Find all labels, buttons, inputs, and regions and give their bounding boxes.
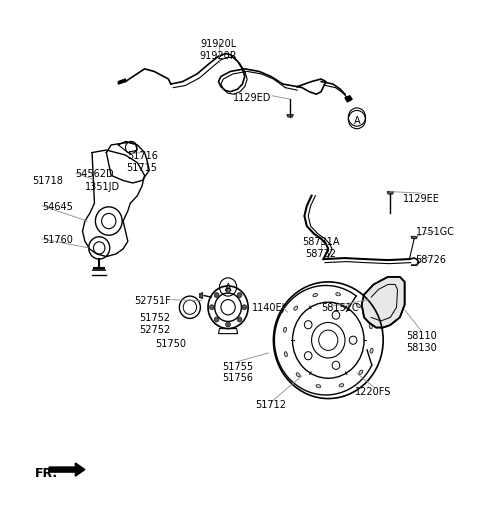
- Ellipse shape: [339, 384, 344, 387]
- Text: 51716
51715: 51716 51715: [127, 151, 157, 172]
- Text: 58151C: 58151C: [321, 303, 359, 313]
- Circle shape: [304, 321, 312, 329]
- Circle shape: [214, 317, 219, 322]
- Text: 54562D: 54562D: [75, 168, 114, 179]
- Text: 51752
52752: 51752 52752: [140, 313, 171, 334]
- Circle shape: [237, 317, 242, 322]
- Text: 1140EJ: 1140EJ: [252, 303, 285, 313]
- Text: 1129ED: 1129ED: [233, 93, 271, 102]
- Text: A: A: [354, 116, 360, 125]
- Text: 91920L
91920R: 91920L 91920R: [200, 39, 237, 61]
- Ellipse shape: [357, 304, 360, 308]
- Text: 58731A
58732: 58731A 58732: [302, 237, 340, 259]
- Ellipse shape: [313, 294, 317, 297]
- Ellipse shape: [359, 371, 363, 375]
- Text: A: A: [225, 282, 231, 292]
- Circle shape: [209, 305, 214, 310]
- Circle shape: [226, 322, 230, 327]
- Text: 1129EE: 1129EE: [403, 194, 440, 204]
- Ellipse shape: [370, 349, 373, 353]
- Polygon shape: [118, 80, 125, 85]
- Circle shape: [237, 293, 242, 298]
- Circle shape: [214, 293, 219, 298]
- Text: 51750: 51750: [156, 338, 186, 348]
- Ellipse shape: [284, 352, 288, 357]
- Circle shape: [226, 288, 230, 293]
- Text: 51760: 51760: [42, 234, 73, 244]
- Text: 1220FS: 1220FS: [355, 386, 392, 396]
- Text: 1351JD: 1351JD: [85, 181, 120, 191]
- Polygon shape: [49, 463, 85, 476]
- Polygon shape: [345, 97, 352, 103]
- Circle shape: [332, 312, 340, 320]
- Text: 54645: 54645: [42, 202, 73, 211]
- Ellipse shape: [369, 324, 372, 329]
- Circle shape: [349, 336, 357, 345]
- Polygon shape: [411, 237, 418, 239]
- Text: 58110
58130: 58110 58130: [406, 330, 437, 352]
- Text: 51755
51756: 51755 51756: [222, 361, 253, 382]
- Polygon shape: [362, 277, 405, 328]
- Ellipse shape: [296, 373, 300, 377]
- Text: 1751GC: 1751GC: [416, 227, 455, 237]
- Polygon shape: [199, 293, 203, 299]
- Ellipse shape: [294, 306, 298, 310]
- Text: 58726: 58726: [415, 254, 446, 265]
- Text: 51718: 51718: [33, 176, 63, 186]
- Polygon shape: [287, 115, 293, 118]
- Circle shape: [304, 352, 312, 360]
- Ellipse shape: [336, 293, 340, 296]
- Ellipse shape: [284, 328, 287, 332]
- Text: 52751F: 52751F: [134, 295, 171, 305]
- Ellipse shape: [316, 385, 321, 388]
- Circle shape: [332, 361, 340, 370]
- Text: 51712: 51712: [255, 399, 287, 409]
- Circle shape: [242, 305, 247, 310]
- Polygon shape: [387, 192, 394, 195]
- Text: FR.: FR.: [35, 466, 58, 478]
